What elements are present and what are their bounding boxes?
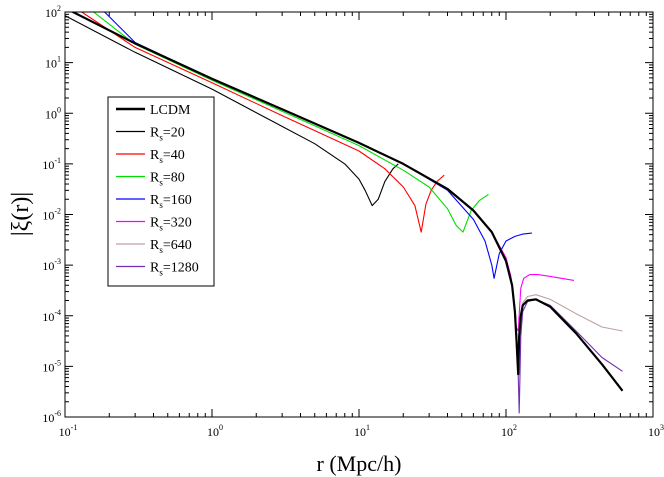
x-tick-label: 101 — [354, 423, 370, 439]
legend-label: Rs=640 — [150, 238, 192, 255]
legend-label: Rs=160 — [150, 193, 192, 210]
y-tick-label: 101 — [45, 55, 61, 71]
legend-label: Rs=20 — [150, 126, 185, 143]
y-axis-label: |ξ(r)| — [8, 192, 34, 236]
tick-labels: 10-1 100 101 102 103 10-6 10-5 10-4 10-3 10-2 10-1… — [42, 4, 664, 439]
ticks-layer — [64, 11, 654, 418]
series-line-rs-80 — [92, 12, 489, 233]
legend-label: LCDM — [150, 103, 191, 118]
x-axis-label: r (Mpc/h) — [317, 451, 402, 476]
series-line-rs-20 — [65, 15, 399, 207]
legend-label: Rs=40 — [150, 148, 185, 165]
y-tick-label: 10-3 — [42, 257, 61, 273]
legend: LCDM Rs=20 Rs=40 Rs=80 Rs=160 Rs=320 Rs=640 Rs=… — [107, 96, 215, 287]
legend-label: Rs=320 — [150, 216, 192, 233]
y-tick-label: 10-2 — [42, 207, 61, 223]
series-layer — [65, 12, 624, 414]
x-tick-label: 102 — [501, 423, 517, 439]
legend-label: Rs=1280 — [150, 261, 199, 278]
series-line-rs-1280 — [358, 142, 623, 414]
y-tick-label: 10-1 — [42, 156, 61, 172]
x-tick-label: 10-1 — [59, 423, 78, 439]
series-line-lcdm — [70, 12, 624, 392]
y-tick-label: 102 — [45, 4, 61, 20]
x-tick-label: 100 — [207, 423, 223, 439]
legend-box — [107, 96, 215, 287]
y-tick-label: 10-6 — [42, 409, 61, 425]
legend-label: Rs=80 — [150, 171, 185, 188]
y-tick-label: 10-4 — [42, 308, 61, 324]
y-tick-label: 10-5 — [42, 358, 61, 374]
x-tick-label: 103 — [648, 423, 664, 439]
y-tick-label: 100 — [45, 105, 61, 121]
